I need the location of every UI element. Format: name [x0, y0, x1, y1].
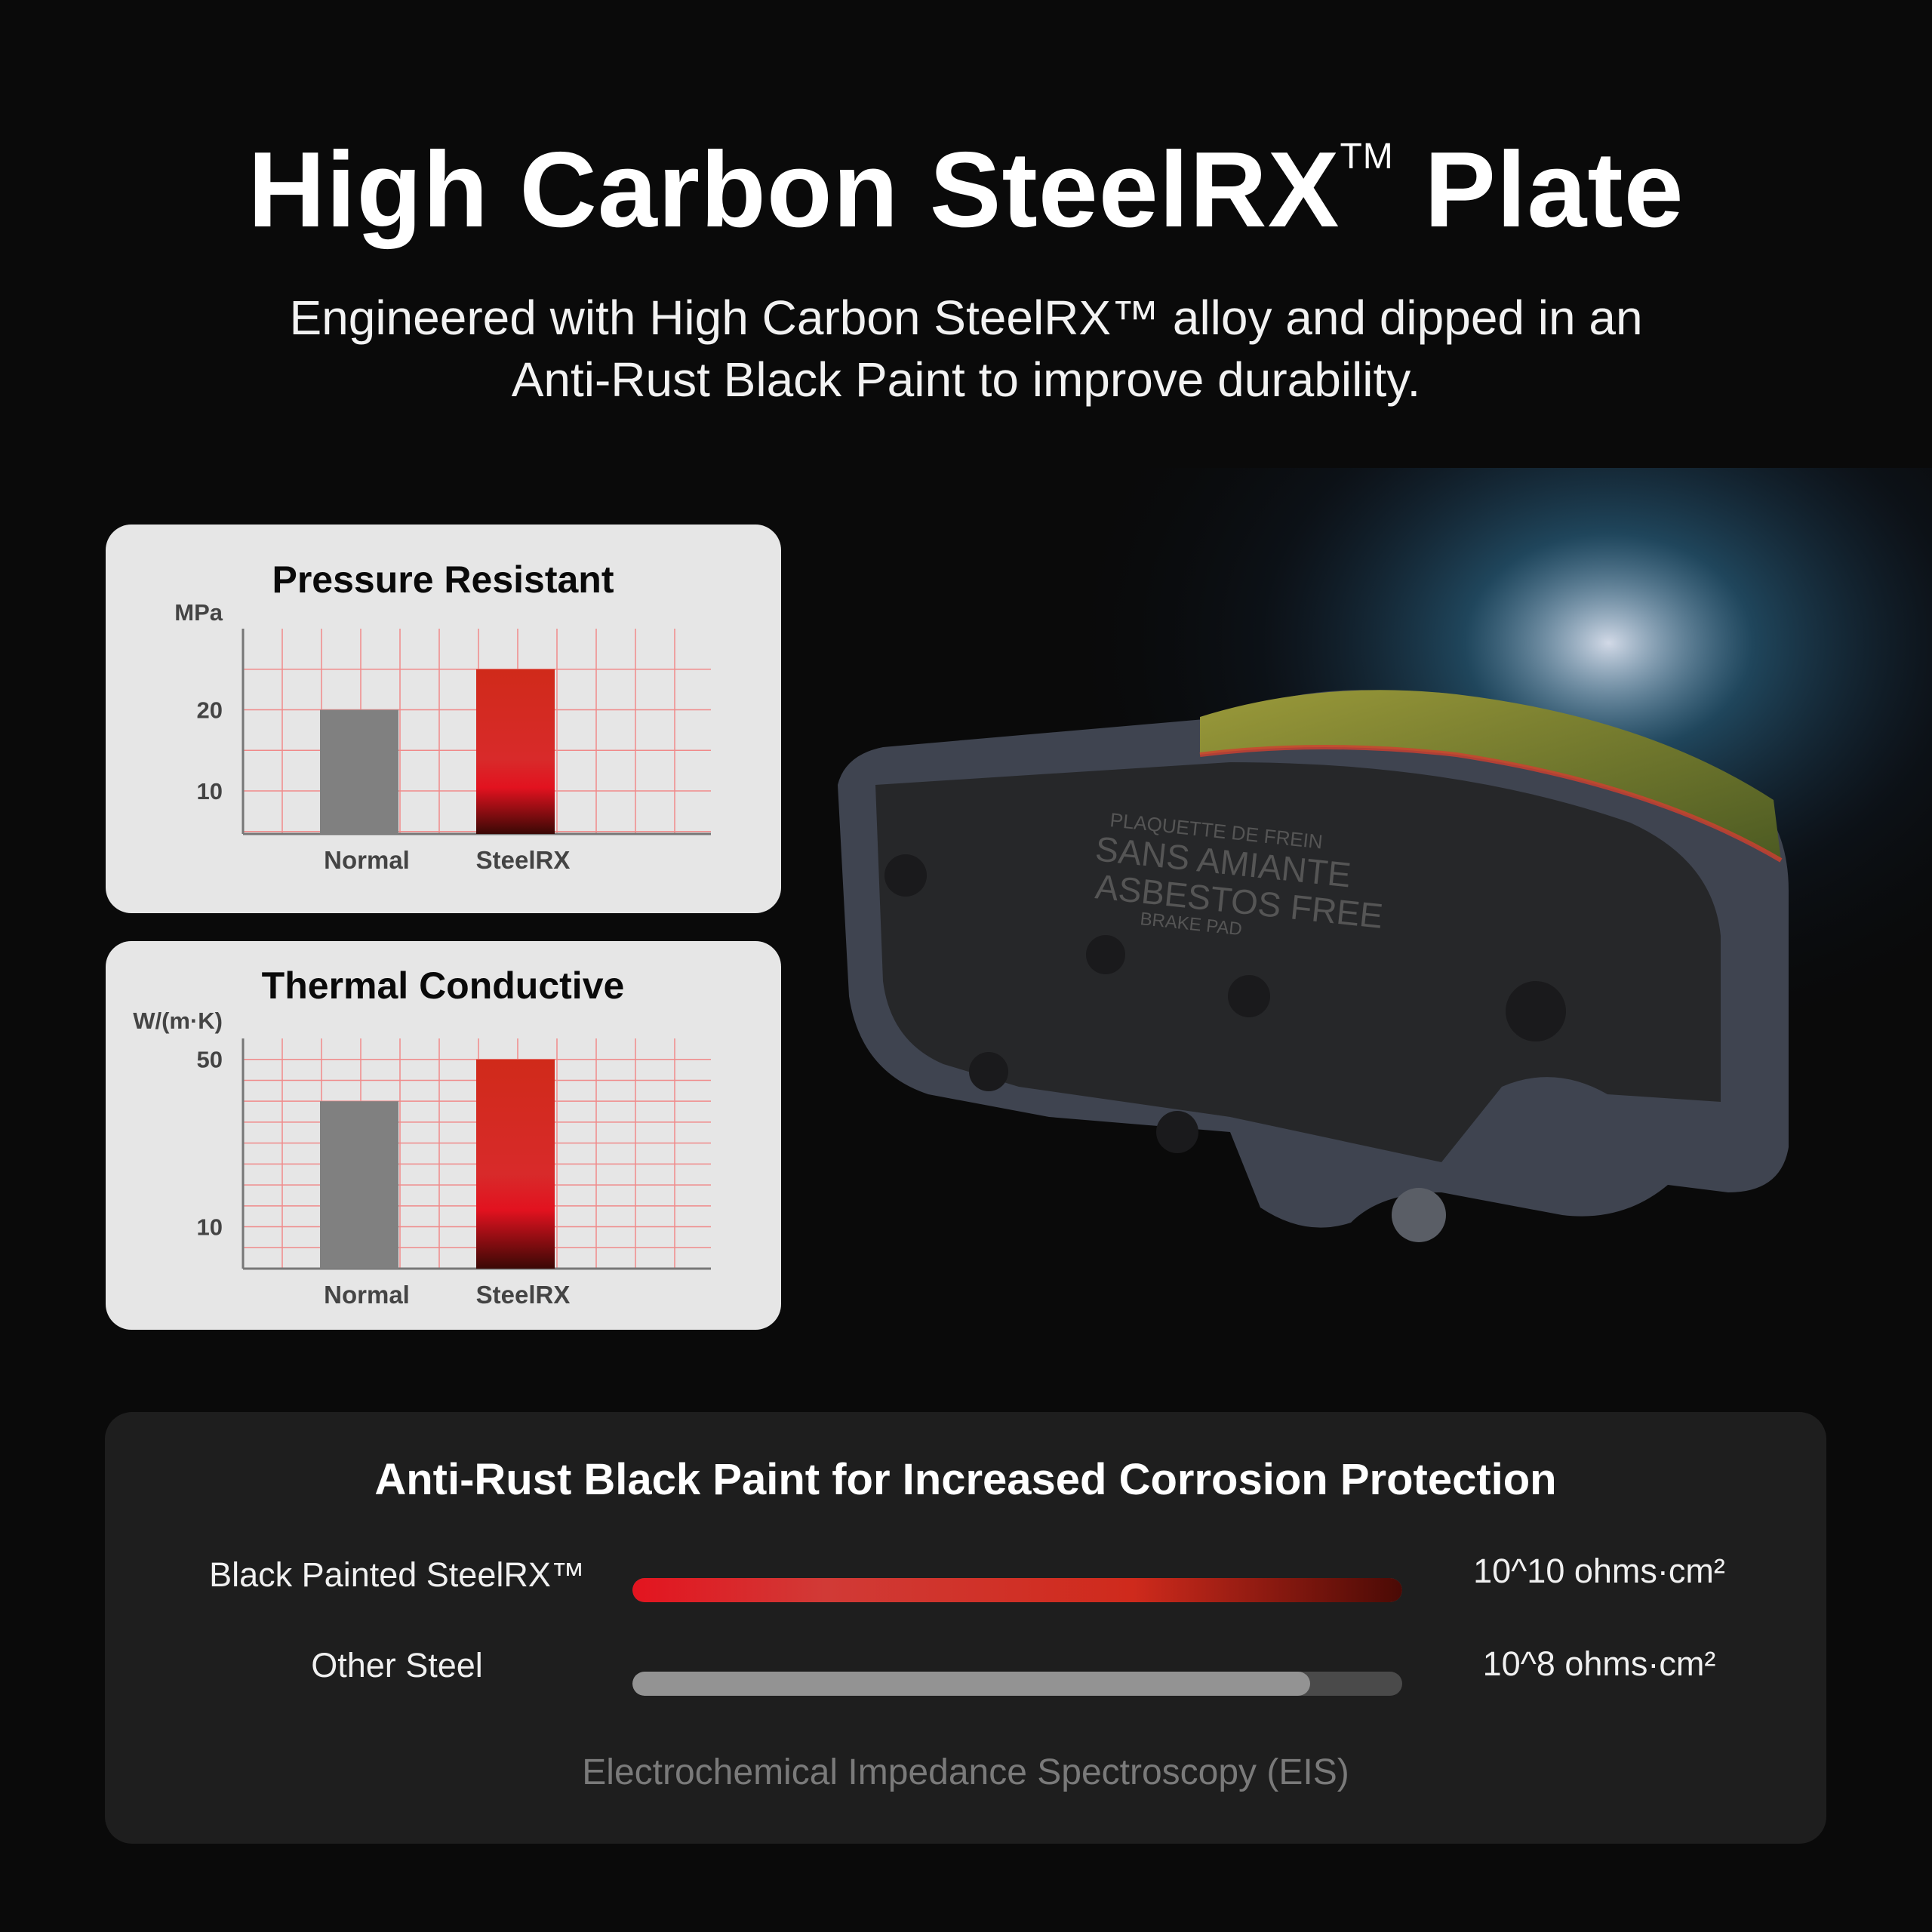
- bar-steelrx: [476, 669, 555, 834]
- thermal-chart-card: Thermal Conductive W/(m·K) 10 50 Normal Steel…: [106, 941, 781, 1330]
- y-tick-label: 10: [197, 1214, 223, 1241]
- row-value-steelrx: 10^10 ohms·cm²: [1473, 1552, 1725, 1590]
- pressure-chart-card: Pressure Resistant MPa 10 20 Normal SteelRX: [106, 525, 781, 913]
- title-text: High Carbon SteelRX: [248, 130, 1340, 250]
- y-tick-label: 10: [197, 778, 223, 804]
- pad-imprint: PLAQUETTE DE FREIN SANS AMIANTE ASBESTOS…: [1094, 808, 1385, 940]
- row-label-steelrx: Black Painted SteelRX™: [209, 1555, 585, 1594]
- title-suffix: Plate: [1424, 130, 1684, 250]
- pad-holes: [884, 854, 1566, 1153]
- y-axis-unit: W/(m·K): [133, 1008, 223, 1034]
- bar-steelrx: [476, 1059, 555, 1269]
- y-tick-label: 20: [197, 697, 223, 724]
- x-tick-label: Normal: [324, 1281, 410, 1309]
- subtitle-line-2: Anti-Rust Black Paint to improve durabil…: [511, 352, 1421, 407]
- subtitle: Engineered with High Carbon SteelRX™ all…: [0, 287, 1932, 411]
- bar-track-other-steel: [632, 1672, 1402, 1696]
- row-value-other-steel: 10^8 ohms·cm²: [1482, 1644, 1716, 1683]
- corrosion-panel: Anti-Rust Black Paint for Increased Corr…: [105, 1412, 1826, 1844]
- bar-normal: [320, 709, 398, 834]
- row-label-other-steel: Other Steel: [311, 1646, 483, 1684]
- chart-title: Pressure Resistant: [272, 558, 614, 601]
- y-tick-label: 50: [197, 1047, 223, 1073]
- eis-footnote: Electrochemical Impedance Spectroscopy (…: [582, 1752, 1349, 1792]
- chart-title: Thermal Conductive: [262, 964, 625, 1007]
- pad-face: [875, 762, 1721, 1162]
- y-axis-unit: MPa: [174, 599, 223, 626]
- corrosion-title: Anti-Rust Black Paint for Increased Corr…: [374, 1455, 1557, 1504]
- subtitle-line-1: Engineered with High Carbon SteelRX™ all…: [289, 291, 1643, 345]
- trademark-mark: TM: [1340, 137, 1394, 177]
- thermal-chart: Thermal Conductive W/(m·K) 10 50 Normal Steel…: [133, 964, 711, 1309]
- page-title: High Carbon SteelRXTM Plate: [0, 128, 1932, 252]
- pad-rivet: [1392, 1188, 1446, 1242]
- x-tick-label: Normal: [324, 846, 410, 874]
- pressure-chart: Pressure Resistant MPa 10 20 Normal SteelRX: [174, 558, 711, 874]
- bar-fill-steelrx: [632, 1578, 1402, 1602]
- bar-fill-other-steel: [632, 1672, 1310, 1696]
- friction-material: [1200, 690, 1781, 860]
- x-tick-label: SteelRX: [476, 1281, 571, 1309]
- bar-normal: [320, 1101, 398, 1269]
- bar-track-steelrx: [632, 1578, 1402, 1602]
- x-tick-label: SteelRX: [476, 846, 571, 874]
- brake-pad-image: PLAQUETTE DE FREIN SANS AMIANTE ASBESTOS…: [777, 468, 1932, 1343]
